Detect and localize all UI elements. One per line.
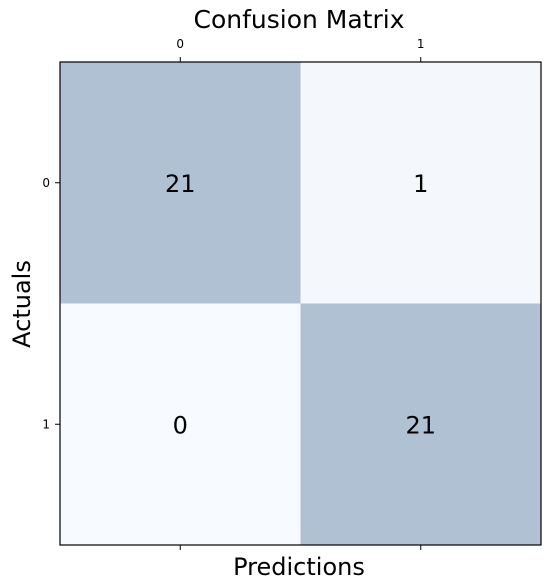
- y-axis-label: Actuals: [8, 260, 36, 348]
- chart-title: Confusion Matrix: [193, 5, 404, 34]
- heatmap-cells: [60, 62, 541, 545]
- y-tick-label: 0: [42, 176, 50, 190]
- y-axis-ticks: 01: [42, 176, 60, 431]
- x-axis-label: Predictions: [233, 553, 365, 581]
- heatmap-cell-r0-c1: [300, 62, 541, 304]
- heatmap-cell-labels: 21 1 0 21: [165, 170, 436, 440]
- cell-value-label: 21: [165, 170, 196, 198]
- y-tick-label: 1: [42, 417, 50, 431]
- plot-frame: [59, 61, 542, 546]
- heatmap-cell-r1-c0: [60, 303, 301, 545]
- cell-value-label: 21: [405, 411, 436, 439]
- x-tick-label: 1: [417, 37, 425, 51]
- heatmap-cell-r1-c1: [300, 303, 541, 545]
- cell-value-label: 1: [413, 170, 428, 198]
- cell-value-label: 0: [173, 411, 188, 439]
- heatmap-cell-r0-c0: [60, 62, 301, 304]
- x-tick-label: 0: [176, 37, 184, 51]
